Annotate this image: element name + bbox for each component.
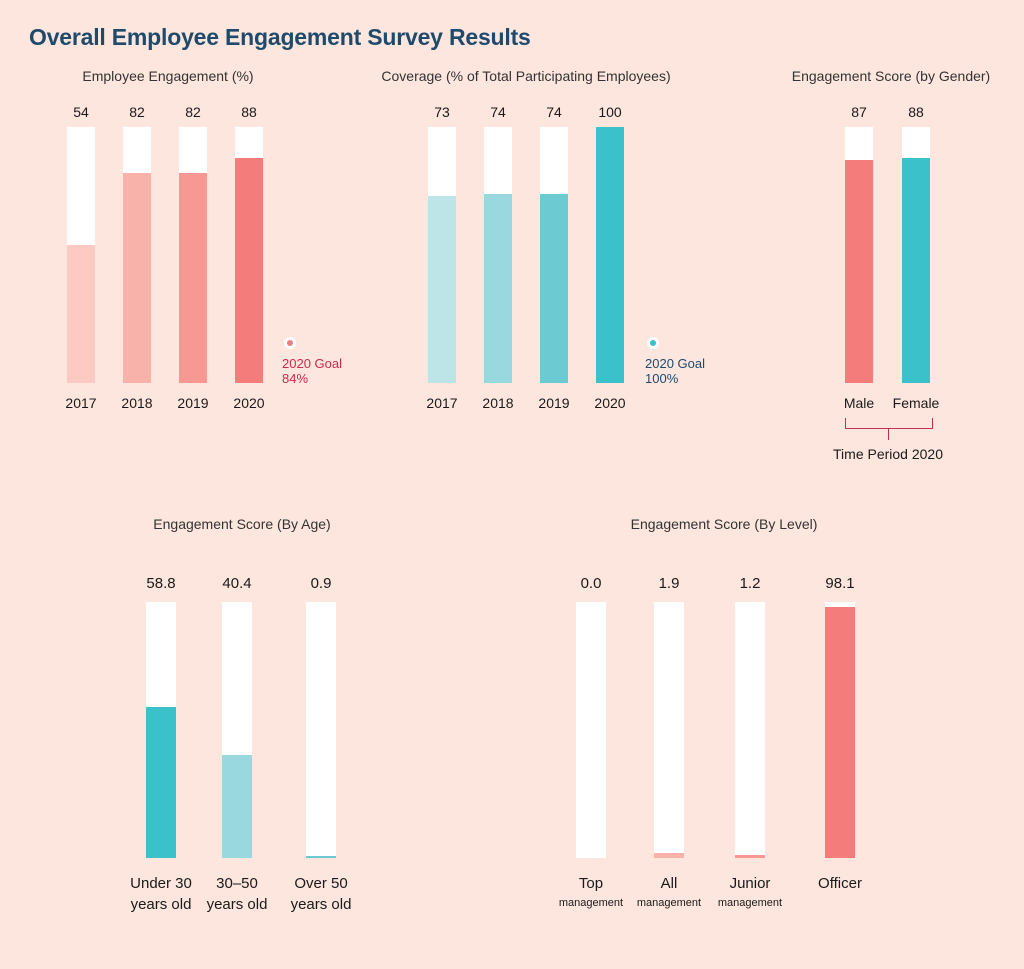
age-category-label-line2: years old xyxy=(130,896,192,913)
age-bar xyxy=(222,754,252,858)
engagement-category-label: 2019 xyxy=(177,395,209,411)
coverage-category-label: 2017 xyxy=(426,395,458,411)
coverage-bar-track xyxy=(540,127,568,383)
gender-chart-title: Engagement Score (by Gender) xyxy=(791,68,991,84)
engagement-category-label: 2018 xyxy=(121,395,153,411)
gender-bar-track xyxy=(845,127,873,383)
age-category-label-line1: Under 30 xyxy=(130,875,192,892)
age-value-label: 0.9 xyxy=(310,575,332,592)
age-bar-track xyxy=(222,602,252,858)
level-category-label-line1: Officer xyxy=(818,875,862,892)
engagement-goal-label-line1: 2020 Goal xyxy=(282,356,342,371)
level-bar-track xyxy=(654,602,684,858)
coverage-goal-label-line1: 2020 Goal xyxy=(645,356,705,371)
gender-value-label: 87 xyxy=(851,104,867,120)
engagement-value-label: 82 xyxy=(185,104,201,120)
age-value-label: 40.4 xyxy=(222,575,252,592)
age-category-label: Under 30 years old xyxy=(130,873,192,915)
engagement-bar-track xyxy=(67,127,95,383)
gender-bar-track xyxy=(902,127,930,383)
age-chart-title: Engagement Score (By Age) xyxy=(153,516,331,532)
age-bar-track xyxy=(146,602,176,858)
page-title: Overall Employee Engagement Survey Resul… xyxy=(29,24,531,50)
engagement-value-label: 82 xyxy=(129,104,145,120)
engagement-goal-label: 2020 Goal 84% xyxy=(282,356,342,386)
level-chart-title: Engagement Score (By Level) xyxy=(630,516,818,532)
level-category-label: All management xyxy=(637,873,701,912)
engagement-bar xyxy=(179,173,207,383)
coverage-bar-track xyxy=(596,127,624,383)
engagement-category-label: 2017 xyxy=(65,395,97,411)
level-bar xyxy=(735,854,765,858)
engagement-bar xyxy=(235,157,263,383)
level-category-label: Junior management xyxy=(718,873,782,912)
coverage-goal-label: 2020 Goal 100% xyxy=(645,356,705,386)
coverage-bar xyxy=(596,127,624,383)
age-category-label: 30–50 years old xyxy=(207,873,268,915)
level-category-label-line2: management xyxy=(558,897,624,909)
level-value-label: 98.1 xyxy=(825,575,855,592)
coverage-goal-label-line2: 100% xyxy=(645,371,679,386)
coverage-bar-track xyxy=(484,127,512,383)
coverage-category-label: 2019 xyxy=(538,395,570,411)
coverage-value-label: 100 xyxy=(598,104,622,120)
coverage-bar-track xyxy=(428,127,456,383)
engagement-value-label: 88 xyxy=(241,104,257,120)
level-bar xyxy=(654,853,684,858)
coverage-value-label: 74 xyxy=(490,104,506,120)
engagement-goal-marker xyxy=(284,337,296,349)
level-value-label: 0.0 xyxy=(580,575,602,592)
level-bar-track xyxy=(735,602,765,858)
level-bar xyxy=(825,606,855,858)
coverage-bar xyxy=(484,193,512,383)
age-category-label-line2: years old xyxy=(290,896,352,913)
coverage-category-label: 2018 xyxy=(482,395,514,411)
engagement-value-label: 54 xyxy=(73,104,89,120)
age-category-label-line2: years old xyxy=(206,896,268,913)
level-bar-track xyxy=(825,602,855,858)
level-value-label: 1.9 xyxy=(658,575,680,592)
gender-group-bracket xyxy=(845,418,933,429)
engagement-bar-track xyxy=(235,127,263,383)
level-category-label-line1: All xyxy=(660,875,678,892)
level-bar-track xyxy=(576,602,606,858)
gender-bar xyxy=(845,160,873,383)
engagement-bar-track xyxy=(179,127,207,383)
coverage-bar xyxy=(540,193,568,383)
age-category-label-line1: Over 50 xyxy=(294,875,348,892)
age-bar xyxy=(306,855,336,858)
age-bar xyxy=(146,707,176,858)
coverage-bar xyxy=(428,196,456,383)
engagement-chart-title: Employee Engagement (%) xyxy=(82,68,254,84)
age-category-label: Over 50 years old xyxy=(291,873,352,915)
coverage-chart-title: Coverage (% of Total Participating Emplo… xyxy=(381,68,671,84)
age-category-label-line1: 30–50 xyxy=(216,875,258,892)
coverage-goal-marker xyxy=(647,337,659,349)
level-category-label: Officer xyxy=(818,873,862,894)
coverage-value-label: 74 xyxy=(546,104,562,120)
gender-group-bracket-stem xyxy=(888,428,889,440)
level-category-label-line1: Top xyxy=(578,875,604,892)
engagement-category-label: 2020 xyxy=(233,395,265,411)
level-value-label: 1.2 xyxy=(739,575,761,592)
engagement-goal-label-line2: 84% xyxy=(282,371,309,386)
level-category-label: Top management xyxy=(559,873,623,912)
engagement-bar xyxy=(123,173,151,383)
coverage-value-label: 73 xyxy=(434,104,450,120)
level-category-label-line1: Junior xyxy=(729,875,771,892)
coverage-category-label: 2020 xyxy=(594,395,626,411)
engagement-bar xyxy=(67,244,95,383)
age-value-label: 58.8 xyxy=(146,575,176,592)
gender-group-label: Time Period 2020 xyxy=(833,446,943,462)
age-bar-track xyxy=(306,602,336,858)
engagement-bar-track xyxy=(123,127,151,383)
gender-category-label: Female xyxy=(892,395,940,411)
gender-category-label: Male xyxy=(843,395,875,411)
level-category-label-line2: management xyxy=(636,897,702,909)
gender-value-label: 88 xyxy=(908,104,924,120)
level-category-label-line2: management xyxy=(717,897,783,909)
gender-bar xyxy=(902,157,930,383)
